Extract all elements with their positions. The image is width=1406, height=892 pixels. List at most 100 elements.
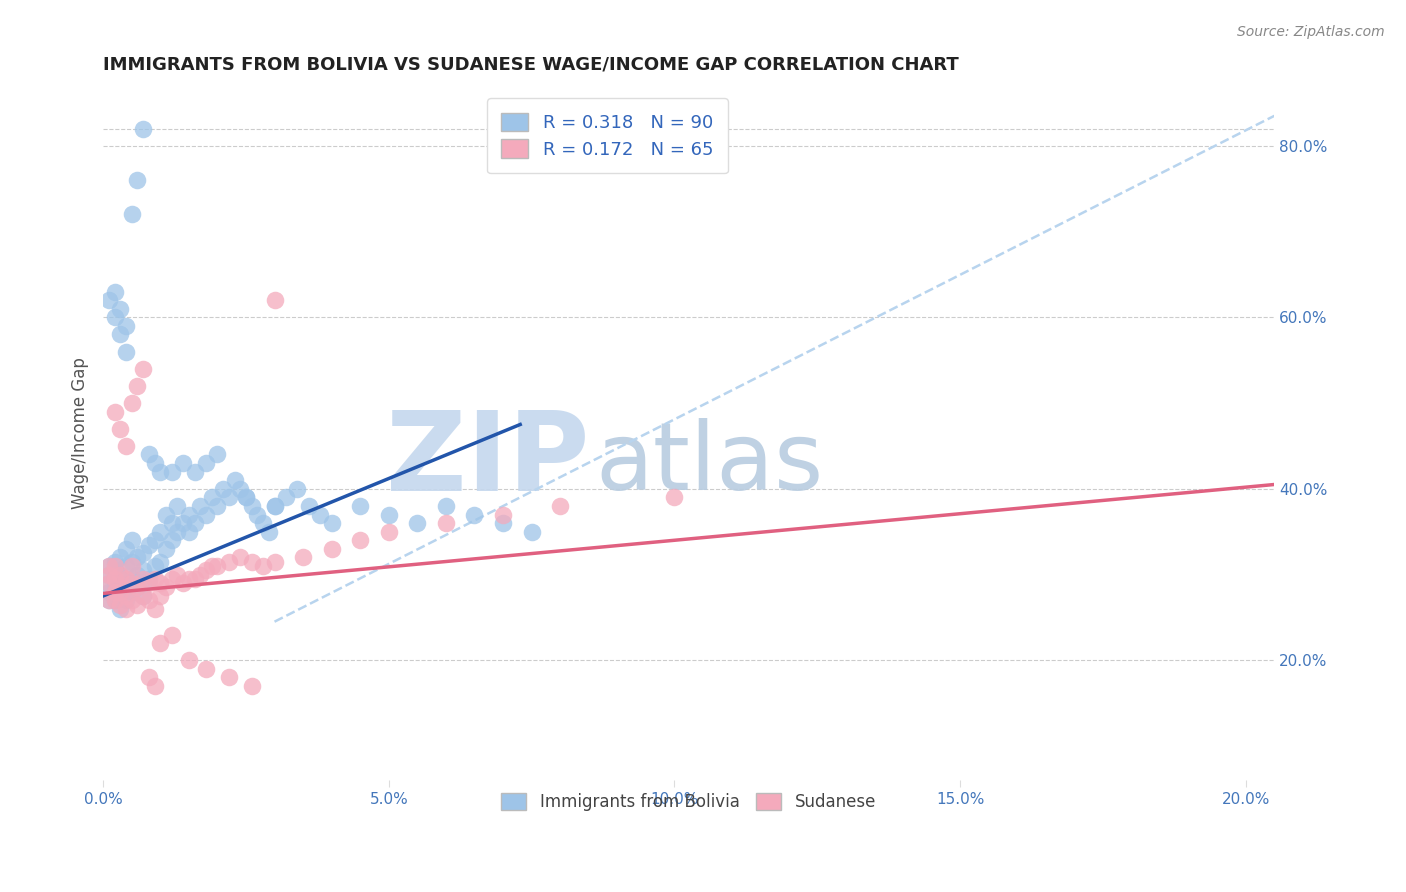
Point: [121, 396, 143, 410]
Point: [218, 555, 240, 569]
Point: [138, 576, 160, 591]
Text: ZIP: ZIP: [385, 408, 589, 515]
Point: [172, 456, 194, 470]
Text: IMMIGRANTS FROM BOLIVIA VS SUDANESE WAGE/INCOME GAP CORRELATION CHART: IMMIGRANTS FROM BOLIVIA VS SUDANESE WAGE…: [103, 55, 959, 73]
Point: [309, 508, 332, 522]
Point: [132, 121, 155, 136]
Point: [97, 576, 120, 591]
Point: [115, 318, 138, 333]
Point: [321, 516, 343, 530]
Point: [132, 572, 155, 586]
Point: [218, 670, 240, 684]
Point: [166, 499, 188, 513]
Point: [110, 327, 132, 342]
Point: [132, 589, 155, 603]
Point: [97, 584, 120, 599]
Point: [127, 550, 149, 565]
Point: [292, 550, 315, 565]
Point: [207, 558, 229, 573]
Point: [121, 207, 143, 221]
Point: [121, 555, 143, 569]
Point: [110, 584, 132, 599]
Point: [218, 491, 240, 505]
Point: [246, 508, 269, 522]
Point: [160, 572, 183, 586]
Point: [160, 627, 183, 641]
Point: [149, 589, 172, 603]
Point: [160, 516, 183, 530]
Point: [194, 563, 217, 577]
Point: [235, 491, 257, 505]
Point: [463, 508, 485, 522]
Legend: Immigrants from Bolivia, Sudanese: Immigrants from Bolivia, Sudanese: [488, 780, 890, 824]
Point: [97, 558, 120, 573]
Point: [183, 516, 205, 530]
Point: [155, 581, 177, 595]
Point: [127, 581, 149, 595]
Point: [97, 593, 120, 607]
Point: [224, 473, 246, 487]
Point: [143, 602, 166, 616]
Point: [138, 448, 160, 462]
Point: [492, 516, 515, 530]
Point: [188, 567, 211, 582]
Point: [103, 572, 125, 586]
Point: [298, 499, 321, 513]
Point: [127, 379, 149, 393]
Point: [263, 499, 285, 513]
Point: [121, 572, 143, 586]
Point: [132, 563, 155, 577]
Point: [121, 576, 143, 591]
Point: [201, 558, 224, 573]
Point: [115, 572, 138, 586]
Point: [240, 499, 263, 513]
Point: [115, 344, 138, 359]
Point: [110, 301, 132, 316]
Y-axis label: Wage/Income Gap: Wage/Income Gap: [72, 357, 89, 509]
Point: [252, 558, 274, 573]
Point: [138, 537, 160, 551]
Point: [160, 533, 183, 548]
Point: [115, 558, 138, 573]
Point: [194, 662, 217, 676]
Point: [434, 516, 457, 530]
Point: [229, 550, 252, 565]
Point: [287, 482, 309, 496]
Point: [149, 576, 172, 591]
Point: [240, 679, 263, 693]
Point: [166, 567, 188, 582]
Point: [103, 310, 125, 325]
Point: [127, 173, 149, 187]
Point: [138, 670, 160, 684]
Point: [115, 439, 138, 453]
Point: [110, 584, 132, 599]
Point: [132, 589, 155, 603]
Point: [201, 491, 224, 505]
Point: [143, 558, 166, 573]
Point: [110, 602, 132, 616]
Point: [149, 465, 172, 479]
Point: [263, 555, 285, 569]
Point: [434, 499, 457, 513]
Point: [143, 533, 166, 548]
Point: [177, 508, 200, 522]
Point: [115, 589, 138, 603]
Point: [349, 533, 371, 548]
Point: [103, 563, 125, 577]
Point: [149, 524, 172, 539]
Point: [252, 516, 274, 530]
Point: [110, 567, 132, 582]
Point: [263, 499, 285, 513]
Point: [103, 555, 125, 569]
Text: atlas: atlas: [595, 418, 824, 510]
Point: [138, 572, 160, 586]
Point: [177, 572, 200, 586]
Point: [138, 593, 160, 607]
Point: [194, 508, 217, 522]
Point: [257, 524, 280, 539]
Point: [212, 482, 235, 496]
Point: [97, 558, 120, 573]
Point: [97, 567, 120, 582]
Point: [143, 572, 166, 586]
Point: [121, 593, 143, 607]
